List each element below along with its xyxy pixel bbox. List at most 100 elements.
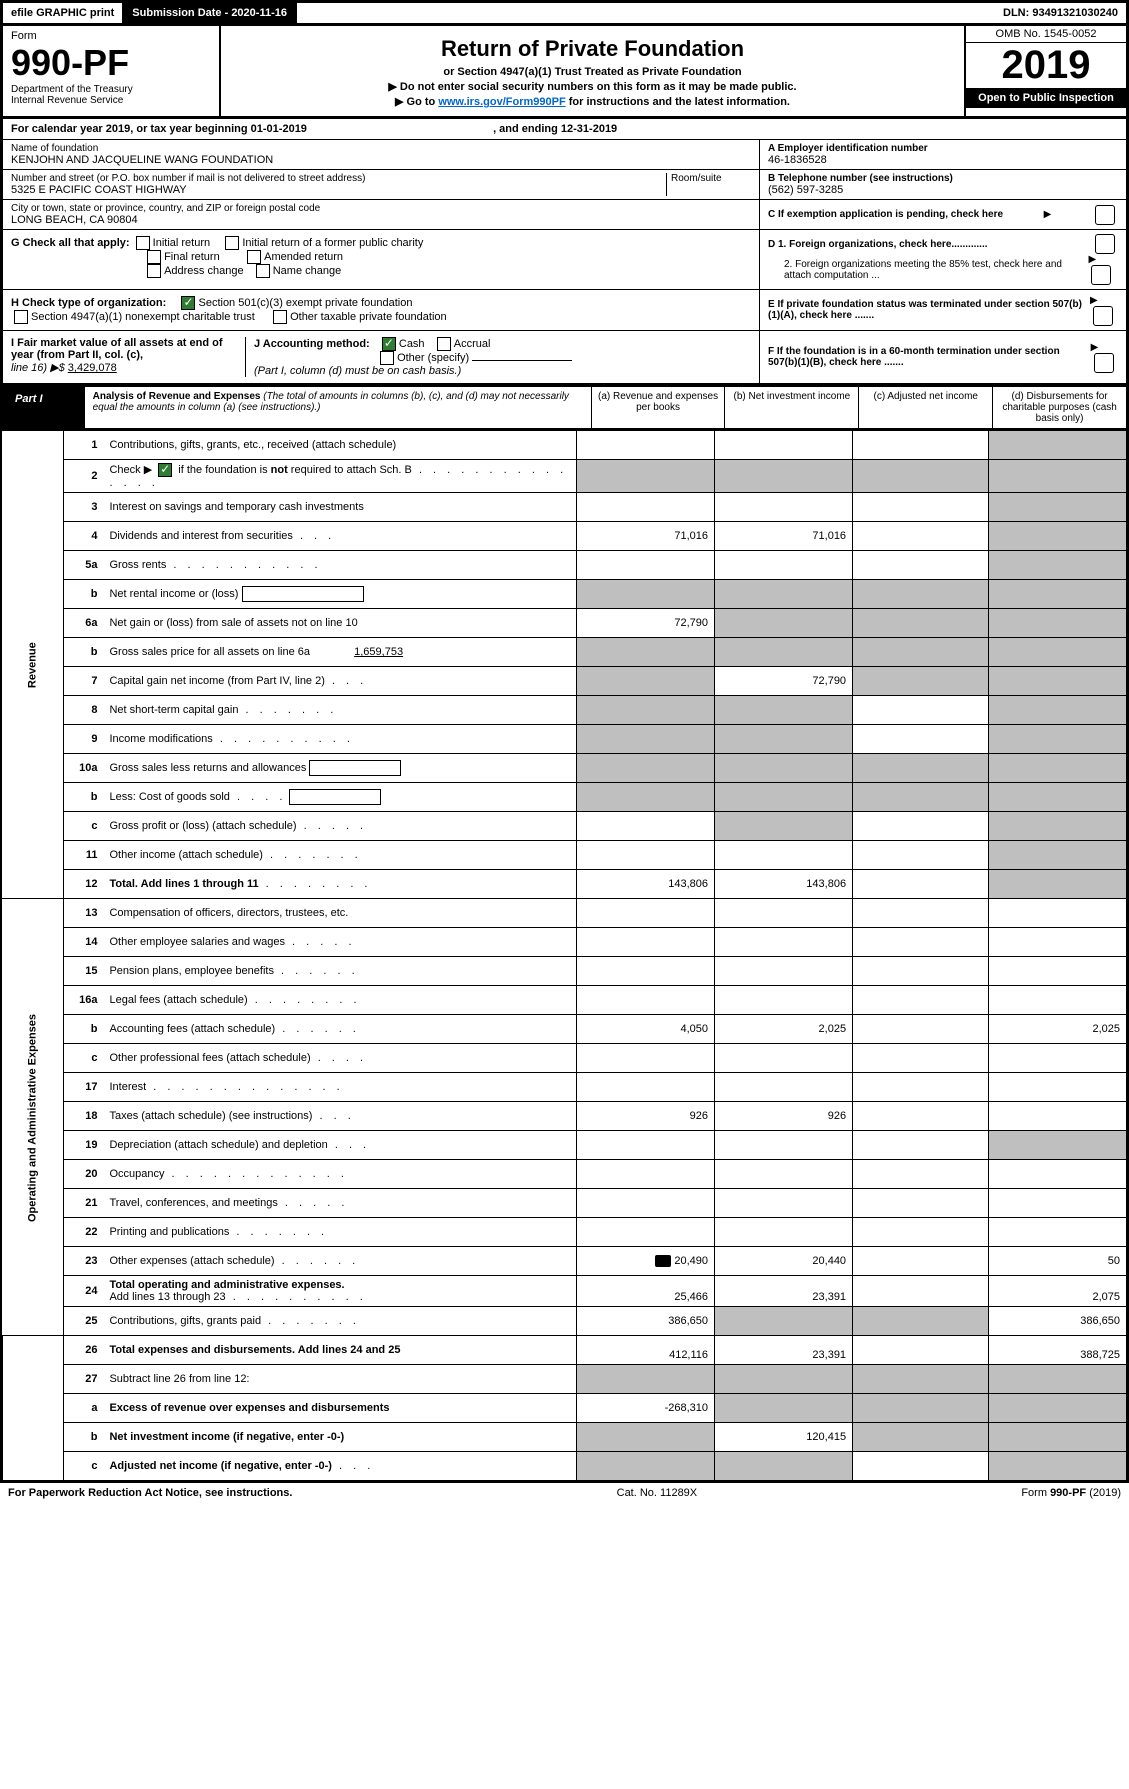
form-warn2: ▶ Go to www.irs.gov/Form990PF for instru… [231,95,954,108]
r7-text: Capital gain net income (from Part IV, l… [109,675,324,687]
r22: Printing and publications . . . . . . . [103,1218,576,1247]
r13: Compensation of officers, directors, tru… [103,899,576,928]
r10b: Less: Cost of goods sold . . . . [103,783,576,812]
r10a-text: Gross sales less returns and allowances [109,762,306,774]
r10c: Gross profit or (loss) (attach schedule)… [103,812,576,841]
v23a: 20,490 [674,1255,708,1267]
addr-label: Number and street (or P.O. box number if… [11,173,666,184]
g-row: G Check all that apply: Initial return I… [0,230,1129,290]
table-row: 7Capital gain net income (from Part IV, … [2,667,1128,696]
colB-head: (b) Net investment income [725,387,859,428]
r8: Net short-term capital gain . . . . . . … [103,696,576,725]
g-address-checkbox[interactable] [147,264,161,278]
table-row: Operating and Administrative Expenses 13… [2,899,1128,928]
g-o6: Name change [273,265,342,277]
r20: Occupancy . . . . . . . . . . . . . [103,1160,576,1189]
r16c: Other professional fees (attach schedule… [103,1044,576,1073]
table-row: 22Printing and publications . . . . . . … [2,1218,1128,1247]
r5b-text: Net rental income or (loss) [109,588,238,600]
h-h3: Other taxable private foundation [290,311,447,323]
v12a: 143,806 [576,870,714,899]
r21-text: Travel, conferences, and meetings [109,1197,277,1209]
part1-title-text: Analysis of Revenue and Expenses [93,391,261,402]
g-amended-checkbox[interactable] [247,250,261,264]
info-addr-row: Number and street (or P.O. box number if… [0,170,1129,200]
g-name-checkbox[interactable] [256,264,270,278]
r16a-text: Legal fees (attach schedule) [109,994,247,1006]
r11-text: Other income (attach schedule) [109,849,262,861]
d1-checkbox[interactable] [1095,234,1115,254]
r27c: Adjusted net income (if negative, enter … [103,1452,576,1481]
table-row: 10aGross sales less returns and allowanc… [2,754,1128,783]
table-row: 18Taxes (attach schedule) (see instructi… [2,1102,1128,1131]
r6b-val: 1,659,753 [313,646,403,658]
r27a-text: Excess of revenue over expenses and disb… [109,1402,389,1414]
r8-text: Net short-term capital gain [109,704,238,716]
part1-title: Analysis of Revenue and Expenses (The to… [85,387,592,428]
r18-text: Taxes (attach schedule) (see instruction… [109,1110,312,1122]
irs-link[interactable]: www.irs.gov/Form990PF [438,96,565,108]
h-4947-checkbox[interactable] [14,310,28,324]
r15-text: Pension plans, employee benefits [109,965,274,977]
d2-label: 2. Foreign organizations meeting the 85%… [768,259,1088,281]
j-cash-checkbox[interactable] [382,337,396,351]
table-row: bAccounting fees (attach schedule) . . .… [2,1015,1128,1044]
r23-text: Other expenses (attach schedule) [109,1255,274,1267]
warn2-post: for instructions and the latest informat… [566,96,790,108]
camera-icon[interactable] [655,1255,671,1267]
table-row: cGross profit or (loss) (attach schedule… [2,812,1128,841]
table-row: cAdjusted net income (if negative, enter… [2,1452,1128,1481]
v27aa: -268,310 [576,1394,714,1423]
footer: For Paperwork Reduction Act Notice, see … [0,1481,1129,1503]
v16bb: 2,025 [715,1015,853,1044]
c-checkbox[interactable] [1095,205,1115,225]
table-row: 11Other income (attach schedule) . . . .… [2,841,1128,870]
f-checkbox[interactable] [1094,353,1114,373]
v4a: 71,016 [576,522,714,551]
expenses-side: Operating and Administrative Expenses [2,899,64,1336]
v24d: 2,075 [988,1276,1127,1307]
table-row: Revenue 1Contributions, gifts, grants, e… [2,431,1128,460]
g-o2: Initial return of a former public charit… [242,237,423,249]
table-row: bGross sales price for all assets on lin… [2,638,1128,667]
h-501c3-checkbox[interactable] [181,296,195,310]
colA-head: (a) Revenue and expenses per books [592,387,726,428]
e-checkbox[interactable] [1093,306,1113,326]
d1-label: D 1. Foreign organizations, check here..… [768,239,988,250]
table-row: 9Income modifications . . . . . . . . . … [2,725,1128,754]
r16b-text: Accounting fees (attach schedule) [109,1023,275,1035]
table-row: cOther professional fees (attach schedul… [2,1044,1128,1073]
j-accrual-checkbox[interactable] [437,337,451,351]
i-val: 3,429,078 [68,362,117,374]
d2-checkbox[interactable] [1091,265,1111,285]
r12: Total. Add lines 1 through 11 . . . . . … [103,870,576,899]
part1-label: Part I [3,387,85,428]
g-final-checkbox[interactable] [147,250,161,264]
j-other-checkbox[interactable] [380,351,394,365]
i-line16: line 16) ▶$ [11,362,68,374]
r18: Taxes (attach schedule) (see instruction… [103,1102,576,1131]
footer-left: For Paperwork Reduction Act Notice, see … [8,1487,292,1499]
arrow-icon: ▶ [1044,209,1052,220]
h-other-checkbox[interactable] [273,310,287,324]
v16ba: 4,050 [576,1015,714,1044]
r4: Dividends and interest from securities .… [103,522,576,551]
arrow-icon: ▶ [1091,342,1099,353]
r5a-text: Gross rents [109,559,166,571]
r6b: Gross sales price for all assets on line… [103,638,576,667]
addr-value: 5325 E PACIFIC COAST HIGHWAY [11,184,666,196]
info-name-row: Name of foundation KENJOHN AND JACQUELIN… [0,140,1129,170]
table-row: 12Total. Add lines 1 through 11 . . . . … [2,870,1128,899]
g-initial-checkbox[interactable] [136,236,150,250]
g-o5: Address change [164,265,244,277]
r2-pre: Check ▶ [109,464,152,476]
g-initial-former-checkbox[interactable] [225,236,239,250]
r27b-text: Net investment income (if negative, ente… [109,1431,344,1443]
r16a: Legal fees (attach schedule) . . . . . .… [103,986,576,1015]
cal-end: 12-31-2019 [561,123,617,135]
r2-checkbox[interactable] [158,463,172,477]
g-label: G Check all that apply: [11,237,130,249]
colC-head: (c) Adjusted net income [859,387,993,428]
efile-label[interactable]: efile GRAPHIC print [3,3,124,23]
open-inspection: Open to Public Inspection [966,88,1126,108]
